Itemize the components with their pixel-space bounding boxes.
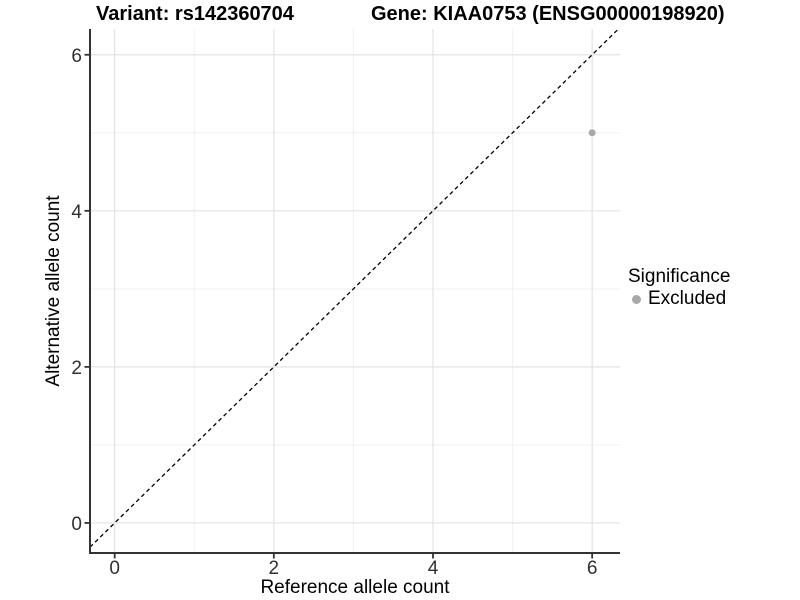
legend-item-label: Excluded (648, 288, 727, 309)
x-axis-tick-label: 6 (587, 558, 598, 579)
legend-title: Significance (628, 266, 731, 287)
legend-item: Excluded (628, 288, 730, 310)
y-axis-title: Alternative allele count (43, 195, 64, 387)
identity-dashed-line (89, 28, 619, 548)
variant-title: Variant: rs142360704 (96, 3, 294, 25)
legend: Significance Excluded (628, 266, 730, 310)
gene-title: Gene: KIAA0753 (ENSG00000198920) (371, 3, 725, 25)
x-axis-tick-label: 0 (109, 558, 120, 579)
x-axis-tick-label: 4 (428, 558, 439, 579)
y-axis-tick-label: 2 (71, 358, 82, 379)
y-axis-tick-label: 6 (71, 46, 82, 67)
legend-point-icon (632, 294, 641, 304)
axis-lines (89, 29, 620, 554)
data-point (588, 129, 596, 137)
x-axis-tick-label: 2 (269, 558, 280, 579)
x-axis-title: Reference allele count (260, 577, 450, 598)
y-axis-tick-label: 0 (71, 514, 82, 535)
y-axis-tick-label: 4 (71, 202, 82, 223)
